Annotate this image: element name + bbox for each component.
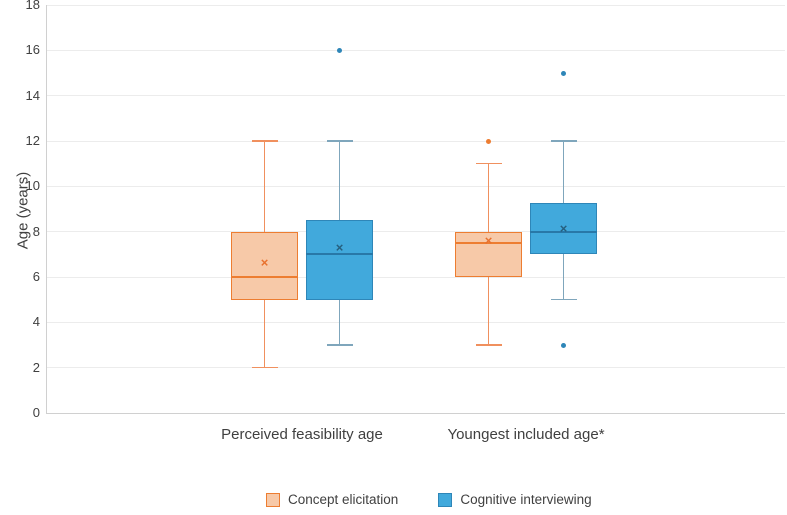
- mean-marker: ×: [260, 255, 269, 271]
- whisker-cap-bottom: [251, 366, 278, 369]
- gridline: [46, 140, 785, 142]
- y-tick-label: 0: [32, 405, 40, 420]
- whisker-stem-bottom: [263, 299, 266, 368]
- gridline: [46, 276, 785, 278]
- y-axis-line: [46, 5, 47, 413]
- y-tick-label: 10: [25, 178, 40, 194]
- y-tick-label: 4: [32, 314, 40, 330]
- y-tick-label: 16: [25, 42, 40, 58]
- whisker-stem-top: [338, 141, 341, 221]
- whisker-cap-bottom: [550, 298, 577, 301]
- median-line: [306, 253, 373, 256]
- median-line: [231, 276, 298, 278]
- y-tick-label: 8: [32, 223, 40, 239]
- mean-marker: ×: [559, 221, 568, 237]
- whisker-cap-top: [326, 140, 353, 142]
- legend-swatch: [266, 492, 280, 507]
- whisker-stem-top: [487, 163, 490, 232]
- legend-swatch: [438, 492, 453, 507]
- outlier-point: [561, 342, 566, 348]
- y-tick-label: 12: [25, 133, 40, 148]
- box: [530, 203, 597, 255]
- whisker-cap-bottom: [326, 344, 353, 346]
- median-line: [455, 242, 522, 244]
- box: [231, 231, 298, 300]
- legend: Concept elicitation Cognitive interviewin…: [266, 492, 592, 507]
- whisker-cap-top: [475, 162, 502, 165]
- whisker-cap-top: [550, 140, 577, 142]
- box: [306, 220, 373, 300]
- y-tick-label: 18: [25, 0, 40, 12]
- category-label: Youngest included age*: [447, 426, 605, 443]
- gridline: [46, 231, 785, 233]
- legend-item: Concept elicitation: [266, 492, 398, 507]
- gridline: [46, 95, 785, 97]
- box: [455, 231, 522, 277]
- gridline: [46, 185, 785, 187]
- legend-label: Cognitive interviewing: [460, 492, 592, 507]
- whisker-stem-top: [263, 141, 266, 232]
- x-axis-line: [46, 413, 785, 414]
- outlier-point: [486, 138, 491, 144]
- y-tick-label: 6: [32, 269, 40, 284]
- mean-marker: ×: [335, 239, 344, 255]
- whisker-stem-bottom: [562, 254, 565, 300]
- y-tick-label: 14: [25, 87, 40, 103]
- outlier-point: [561, 70, 566, 76]
- gridline: [46, 4, 785, 6]
- whisker-cap-top: [251, 140, 278, 142]
- whisker-cap-bottom: [475, 344, 502, 346]
- legend-item: Cognitive interviewing: [438, 492, 592, 507]
- median-line: [530, 230, 597, 233]
- whisker-stem-bottom: [338, 299, 341, 345]
- whisker-stem-top: [562, 141, 565, 204]
- category-label: Perceived feasibility age: [221, 426, 383, 443]
- mean-marker: ×: [484, 232, 493, 248]
- y-tick-label: 2: [32, 359, 40, 375]
- gridline: [46, 367, 785, 369]
- outlier-point: [337, 47, 342, 53]
- gridline: [46, 49, 785, 51]
- gridline: [46, 321, 785, 323]
- whisker-stem-bottom: [487, 277, 490, 345]
- legend-label: Concept elicitation: [288, 492, 399, 507]
